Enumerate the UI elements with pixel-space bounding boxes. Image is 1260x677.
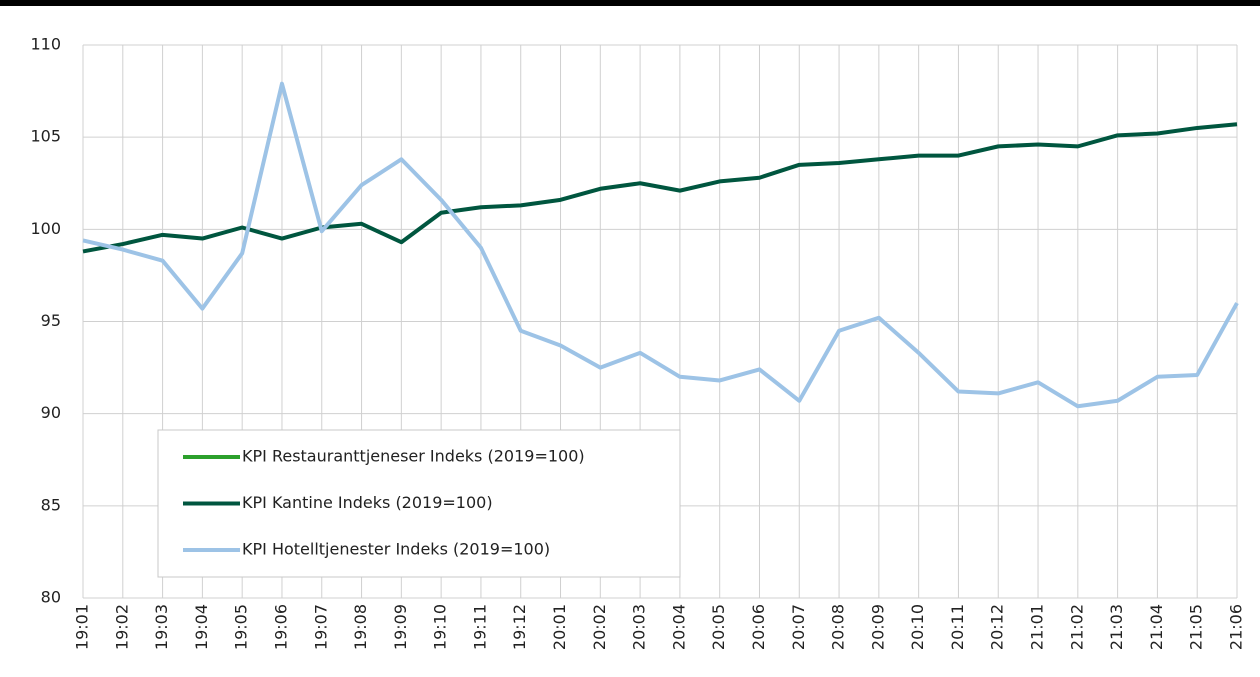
x-tick-label: 19:11 xyxy=(470,604,489,650)
y-tick-label: 105 xyxy=(30,127,61,146)
y-tick-label: 95 xyxy=(41,311,61,330)
x-tick-label: 21:02 xyxy=(1067,604,1086,650)
legend-box xyxy=(157,429,681,578)
x-tick-label: 20:11 xyxy=(948,604,967,650)
x-tick-label: 21:05 xyxy=(1187,604,1206,650)
series-line xyxy=(82,81,1239,409)
top-rule xyxy=(0,0,1260,6)
x-tick-label: 21:01 xyxy=(1028,604,1047,650)
x-tick-label: 19:09 xyxy=(391,604,410,650)
x-tick-label: 19:06 xyxy=(271,604,290,650)
x-tick-label: 20:07 xyxy=(789,604,808,650)
y-tick-label: 110 xyxy=(30,35,61,54)
y-tick-label: 90 xyxy=(41,403,61,422)
x-tick-label: 20:01 xyxy=(550,604,569,650)
y-tick-label: 85 xyxy=(41,495,61,514)
x-tick-label: 20:02 xyxy=(590,604,609,650)
x-tick-label: 21:04 xyxy=(1147,604,1166,650)
x-tick-label: 19:03 xyxy=(152,604,171,650)
x-tick-label: 19:01 xyxy=(73,604,92,650)
x-tick-label: 20:05 xyxy=(709,604,728,650)
x-tick-label: 19:10 xyxy=(431,604,450,650)
x-tick-label: 19:05 xyxy=(232,604,251,650)
x-tick-label: 20:12 xyxy=(988,604,1007,650)
x-tick-label: 20:09 xyxy=(868,604,887,650)
x-tick-label: 20:04 xyxy=(669,604,688,650)
x-tick-label: 19:12 xyxy=(510,604,529,650)
y-tick-label: 80 xyxy=(41,588,61,607)
legend-label: KPI Kantine Indeks (2019=100) xyxy=(242,493,493,512)
x-tick-label: 20:06 xyxy=(749,604,768,650)
x-tick-label: 20:08 xyxy=(829,604,848,650)
x-tick-label: 19:07 xyxy=(311,604,330,650)
series-line xyxy=(82,122,1238,254)
x-tick-label: 21:06 xyxy=(1227,604,1246,650)
x-tick-label: 21:03 xyxy=(1107,604,1126,650)
x-tick-label: 19:02 xyxy=(112,604,131,650)
x-tick-label: 20:10 xyxy=(908,604,927,650)
x-tick-label: 19:04 xyxy=(192,604,211,650)
legend-label: KPI Restauranttjeneser Indeks (2019=100) xyxy=(242,447,585,466)
legend-label: KPI Hotelltjenester Indeks (2019=100) xyxy=(242,540,550,559)
x-tick-label: 19:08 xyxy=(351,604,370,650)
y-tick-label: 100 xyxy=(30,219,61,238)
x-tick-label: 20:03 xyxy=(630,604,649,650)
